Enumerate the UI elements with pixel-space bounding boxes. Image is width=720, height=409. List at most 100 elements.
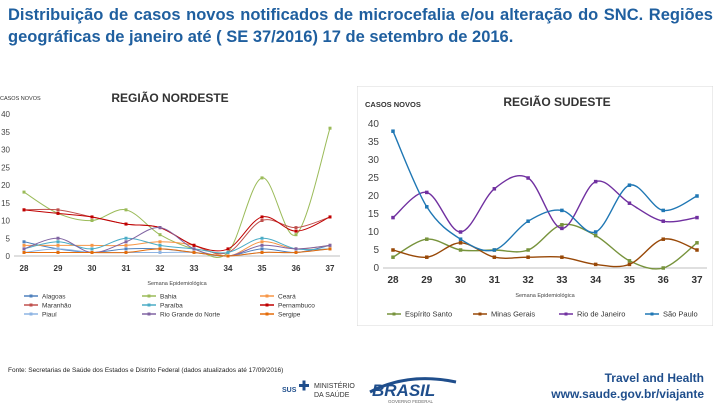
data-point bbox=[627, 259, 632, 263]
data-point bbox=[90, 215, 94, 219]
legend-label: Minas Gerais bbox=[491, 310, 535, 319]
data-point bbox=[425, 255, 429, 259]
x-tick-label: 32 bbox=[523, 275, 535, 286]
data-point bbox=[158, 243, 162, 247]
data-point bbox=[124, 240, 128, 244]
data-point bbox=[391, 215, 395, 220]
brasil-logo: BRASIL GOVERNO FEDERAL bbox=[368, 372, 458, 409]
y-axis-label: CASOS NOVOS bbox=[365, 100, 421, 109]
x-tick-label: 31 bbox=[122, 264, 131, 273]
data-point bbox=[661, 237, 665, 241]
data-point bbox=[492, 255, 497, 259]
data-point bbox=[425, 237, 429, 241]
data-point bbox=[328, 247, 332, 251]
x-tick-label: 28 bbox=[20, 264, 29, 273]
data-point bbox=[526, 176, 530, 180]
data-point bbox=[22, 243, 26, 247]
data-point bbox=[294, 247, 298, 251]
data-point bbox=[90, 250, 94, 254]
data-point bbox=[192, 247, 196, 251]
legend-label: Ceará bbox=[278, 294, 296, 301]
data-point bbox=[260, 240, 264, 244]
y-tick-label: 25 bbox=[368, 173, 380, 184]
data-point bbox=[328, 126, 332, 130]
legend-marker bbox=[147, 303, 151, 307]
travel-title: Travel and Health bbox=[604, 371, 704, 385]
legend-marker bbox=[478, 312, 482, 316]
data-point bbox=[294, 250, 298, 254]
data-point bbox=[192, 243, 196, 247]
x-tick-label: 36 bbox=[658, 275, 670, 286]
chart-title: REGIÃO NORDESTE bbox=[111, 90, 228, 105]
page-title: Distribuição de casos novos notificados … bbox=[8, 6, 713, 46]
data-point bbox=[695, 241, 699, 245]
chart-sudeste-panel: REGIÃO SUDESTE CASOS NOVOS 0 5 10 15 20 25 30 35 4… bbox=[357, 86, 713, 326]
data-point bbox=[661, 208, 665, 213]
x-tick-label: 32 bbox=[156, 264, 165, 273]
legend-label: Piauí bbox=[42, 312, 57, 319]
data-point bbox=[294, 229, 298, 233]
x-tick-label: 37 bbox=[326, 264, 335, 273]
data-point bbox=[627, 201, 632, 205]
data-point bbox=[695, 194, 699, 198]
data-point bbox=[90, 243, 94, 247]
data-point bbox=[593, 233, 598, 238]
data-point bbox=[226, 247, 230, 251]
data-point bbox=[158, 240, 162, 244]
x-tick-label: 30 bbox=[455, 275, 467, 286]
data-point bbox=[56, 211, 60, 215]
x-tick-label: 35 bbox=[624, 275, 636, 286]
travel-url[interactable]: www.saude.gov.br/viajante bbox=[551, 387, 704, 401]
data-point bbox=[458, 230, 463, 234]
data-point bbox=[492, 248, 497, 252]
legend-marker bbox=[147, 294, 151, 298]
data-point bbox=[425, 205, 429, 209]
data-point bbox=[56, 243, 60, 247]
data-point bbox=[22, 208, 26, 212]
data-point bbox=[328, 215, 332, 219]
data-point bbox=[661, 266, 665, 270]
data-point bbox=[391, 129, 395, 133]
y-tick-label: 5 bbox=[6, 234, 11, 243]
x-tick-label: 31 bbox=[489, 275, 501, 286]
data-point bbox=[593, 230, 598, 234]
y-tick-label: 30 bbox=[1, 146, 10, 155]
legend-label: Sergipe bbox=[278, 312, 301, 319]
chart-title: REGIÃO SUDESTE bbox=[503, 94, 610, 109]
legend-marker bbox=[29, 303, 33, 307]
data-point bbox=[124, 250, 128, 254]
series-line-1 bbox=[392, 238, 698, 268]
y-tick-label: 30 bbox=[368, 155, 380, 166]
legend-label: Alagoas bbox=[42, 294, 66, 301]
x-tick-label: 29 bbox=[421, 275, 433, 286]
data-point bbox=[90, 219, 94, 222]
y-tick-label: 20 bbox=[368, 191, 380, 202]
data-point bbox=[56, 240, 60, 244]
y-axis-label: CASOS NOVOS bbox=[0, 96, 41, 102]
data-point bbox=[56, 247, 60, 251]
data-point bbox=[294, 226, 298, 230]
data-point bbox=[124, 208, 128, 212]
data-point bbox=[22, 190, 26, 194]
data-point bbox=[391, 248, 395, 252]
legend-marker bbox=[29, 312, 33, 316]
x-tick-label: 36 bbox=[292, 264, 301, 273]
x-tick-label: 34 bbox=[590, 275, 602, 286]
x-axis-label: Semana Epidemiológica bbox=[147, 281, 207, 287]
x-tick-label: 33 bbox=[190, 264, 199, 273]
legend-marker bbox=[564, 312, 568, 316]
legend-marker bbox=[265, 312, 269, 316]
data-point bbox=[158, 226, 162, 230]
x-tick-label: 29 bbox=[54, 264, 63, 273]
data-point bbox=[158, 250, 162, 254]
data-point bbox=[391, 255, 395, 259]
travel-health-block: Travel and Health www.saude.gov.br/viaja… bbox=[551, 370, 704, 402]
ministerio-text-2: DA SAÚDE bbox=[314, 390, 350, 399]
brasil-tagline: GOVERNO FEDERAL bbox=[388, 399, 434, 404]
legend-label: Paraíba bbox=[160, 303, 183, 310]
series-line-7 bbox=[23, 227, 331, 257]
data-point bbox=[560, 226, 564, 231]
data-point bbox=[695, 248, 699, 252]
legend-marker bbox=[29, 294, 33, 298]
x-tick-label: 37 bbox=[691, 275, 703, 286]
